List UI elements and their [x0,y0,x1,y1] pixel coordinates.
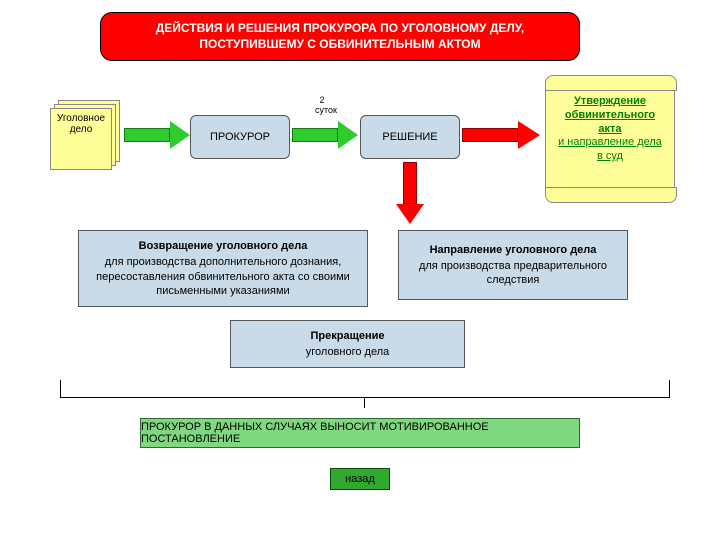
outcome-terminate-text: уголовного дела [241,345,454,359]
outcome-forward: Направление уголовного дела для производ… [398,230,628,300]
arrow-decision-down [403,162,417,224]
outcome-forward-heading: Направление уголовного дела [409,243,617,257]
arrow-decision-to-approve [462,128,540,149]
back-button[interactable]: назад [330,468,390,490]
outcome-return: Возвращение уголовного дела для производ… [78,230,368,307]
case-file-stack: Уголовное дело [50,100,120,170]
approval-line1: Утверждение обвинительного акта [565,95,655,135]
arrow-prosecutor-to-decision [292,128,358,149]
outcome-return-heading: Возвращение уголовного дела [89,239,357,253]
approval-line2: и направление дела в суд [558,136,662,162]
outcome-return-text: для производства дополнительного дознани… [96,256,350,297]
bracket-line [60,380,670,398]
prosecutor-box: ПРОКУРОР [190,115,290,159]
approval-scroll: Утверждение обвинительного акта и направ… [545,84,675,194]
bracket-stem [364,398,365,408]
duration-label: 2 суток [315,96,329,116]
decision-box: РЕШЕНИЕ [360,115,460,159]
footer-note: ПРОКУРОР В ДАННЫХ СЛУЧАЯХ ВЫНОСИТ МОТИВИ… [140,418,580,448]
outcome-forward-text: для производства предварительного следст… [409,259,617,288]
outcome-terminate-heading: Прекращение [241,329,454,343]
outcome-terminate: Прекращение уголовного дела [230,320,465,368]
title-box: ДЕЙСТВИЯ И РЕШЕНИЯ ПРОКУРОРА ПО УГОЛОВНО… [100,12,580,61]
arrow-case-to-prosecutor [124,128,190,149]
doc-front: Уголовное дело [50,108,112,170]
